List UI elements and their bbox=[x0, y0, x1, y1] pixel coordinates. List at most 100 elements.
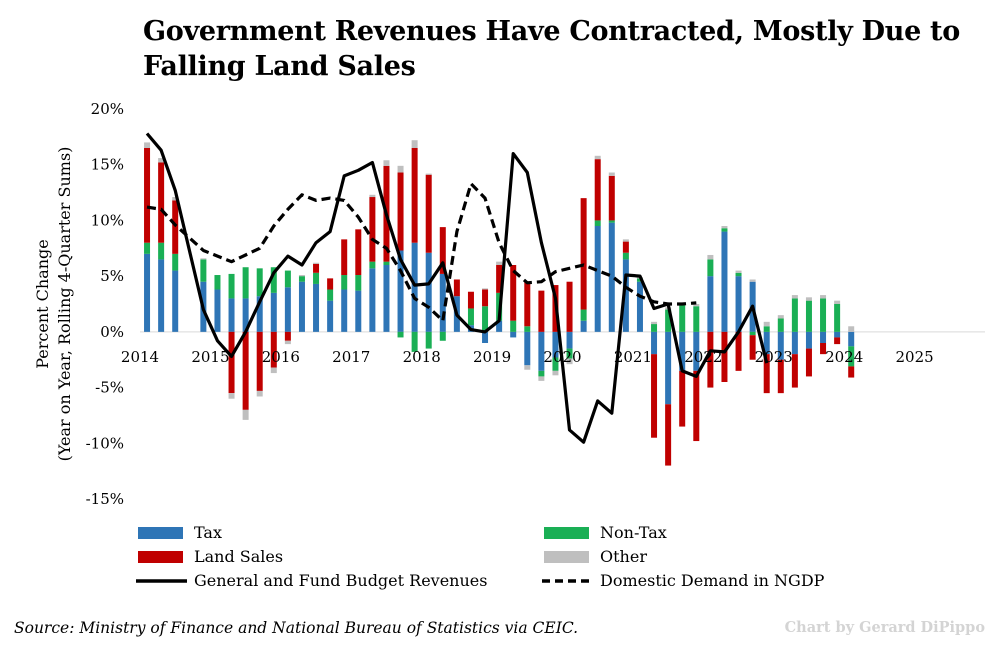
bar-nontax bbox=[369, 261, 376, 269]
bar-tax bbox=[369, 268, 376, 332]
bar-land bbox=[369, 197, 376, 262]
bar-land bbox=[777, 359, 784, 394]
bar-nontax bbox=[200, 259, 207, 282]
bar-other bbox=[298, 275, 305, 277]
bar-nontax bbox=[608, 220, 615, 223]
bar-land bbox=[566, 281, 573, 332]
x-tick-label: 2018 bbox=[403, 348, 441, 366]
bar-other bbox=[496, 261, 503, 265]
bar-land bbox=[158, 162, 165, 243]
bar-land bbox=[763, 354, 770, 394]
y-tick-label: 20% bbox=[91, 100, 124, 118]
bar-land bbox=[791, 354, 798, 388]
bar-other bbox=[200, 258, 207, 260]
bar-tax bbox=[608, 222, 615, 332]
bar-other bbox=[144, 142, 151, 148]
bar-nontax bbox=[848, 346, 855, 367]
bar-nontax bbox=[651, 324, 658, 332]
bar-tax bbox=[270, 292, 277, 332]
bar-tax bbox=[355, 290, 362, 332]
bar-nontax bbox=[805, 300, 812, 332]
bar-tax bbox=[834, 331, 841, 338]
bar-land bbox=[313, 263, 320, 273]
y-tick-label: 15% bbox=[91, 156, 124, 174]
bar-other bbox=[693, 304, 700, 307]
bar-other bbox=[270, 367, 277, 374]
bar-other bbox=[397, 165, 404, 173]
legend-item-general: General and Fund Budget Revenues bbox=[136, 571, 487, 590]
bar-tax bbox=[679, 331, 686, 371]
bar-nontax bbox=[242, 267, 249, 299]
bar-tax bbox=[763, 331, 770, 355]
bar-tax bbox=[848, 331, 855, 347]
bar-tax bbox=[524, 331, 531, 366]
bar-land bbox=[665, 404, 672, 466]
legend-item-other: Other bbox=[544, 547, 647, 566]
x-tick-label: 2019 bbox=[473, 348, 511, 366]
bar-nontax bbox=[228, 273, 235, 299]
bar-nontax bbox=[693, 306, 700, 332]
bar-nontax bbox=[552, 357, 559, 371]
x-tick-label: 2021 bbox=[614, 348, 652, 366]
bar-tax bbox=[820, 331, 827, 343]
bar-other bbox=[805, 297, 812, 301]
bar-other bbox=[608, 172, 615, 176]
bar-other bbox=[425, 173, 432, 175]
bar-tax bbox=[439, 273, 446, 332]
bar-land bbox=[228, 331, 235, 394]
legend-item-land: Land Sales bbox=[138, 547, 283, 566]
bar-land bbox=[820, 343, 827, 355]
bar-land bbox=[256, 331, 263, 391]
legend-swatch-other bbox=[544, 551, 589, 563]
bar-nontax bbox=[622, 252, 629, 260]
x-tick-label: 2015 bbox=[191, 348, 229, 366]
bar-nontax bbox=[411, 331, 418, 352]
bar-tax bbox=[580, 320, 587, 332]
bar-other bbox=[482, 288, 489, 290]
bar-other bbox=[383, 160, 390, 166]
bar-other bbox=[820, 295, 827, 299]
x-tick-label: 2022 bbox=[684, 348, 722, 366]
bar-nontax bbox=[256, 268, 263, 297]
bar-nontax bbox=[298, 276, 305, 282]
chart-title: Government Revenues Have Contracted, Mos… bbox=[143, 16, 960, 82]
bar-nontax bbox=[425, 331, 432, 349]
bar-tax bbox=[791, 331, 798, 355]
bar-land bbox=[693, 370, 700, 442]
legend-label: Domestic Demand in NGDP bbox=[600, 571, 825, 590]
bar-tax bbox=[144, 253, 151, 332]
x-tick-label: 2016 bbox=[262, 348, 300, 366]
bar-other bbox=[848, 326, 855, 332]
chart-credit: Chart by Gerard DiPippo bbox=[784, 619, 985, 636]
bar-other bbox=[791, 295, 798, 299]
bar-other bbox=[651, 321, 658, 325]
bar-nontax bbox=[707, 259, 714, 277]
bar-land bbox=[144, 148, 151, 243]
bar-tax bbox=[228, 298, 235, 332]
bar-tax bbox=[707, 276, 714, 332]
bar-nontax bbox=[467, 308, 474, 326]
bar-nontax bbox=[665, 309, 672, 332]
bar-land bbox=[679, 370, 686, 427]
bar-other bbox=[749, 279, 756, 282]
bar-land bbox=[524, 281, 531, 327]
bar-land bbox=[355, 229, 362, 276]
bar-tax bbox=[397, 250, 404, 332]
x-tick-label: 2023 bbox=[755, 348, 793, 366]
bar-land bbox=[834, 337, 841, 345]
bar-tax bbox=[805, 331, 812, 349]
bar-nontax bbox=[144, 242, 151, 254]
bar-tax bbox=[158, 259, 165, 332]
bar-nontax bbox=[524, 326, 531, 332]
bar-tax bbox=[313, 283, 320, 332]
bar-nontax bbox=[397, 331, 404, 338]
bar-nontax bbox=[482, 306, 489, 332]
y-axis-label-line2: (Year on Year, Rolling 4-Quarter Sums) bbox=[55, 147, 74, 462]
bar-tax bbox=[482, 331, 489, 343]
bar-tax bbox=[552, 331, 559, 358]
bar-tax bbox=[172, 270, 179, 332]
bar-land bbox=[327, 278, 334, 290]
bar-other bbox=[172, 197, 179, 201]
bar-nontax bbox=[679, 305, 686, 332]
